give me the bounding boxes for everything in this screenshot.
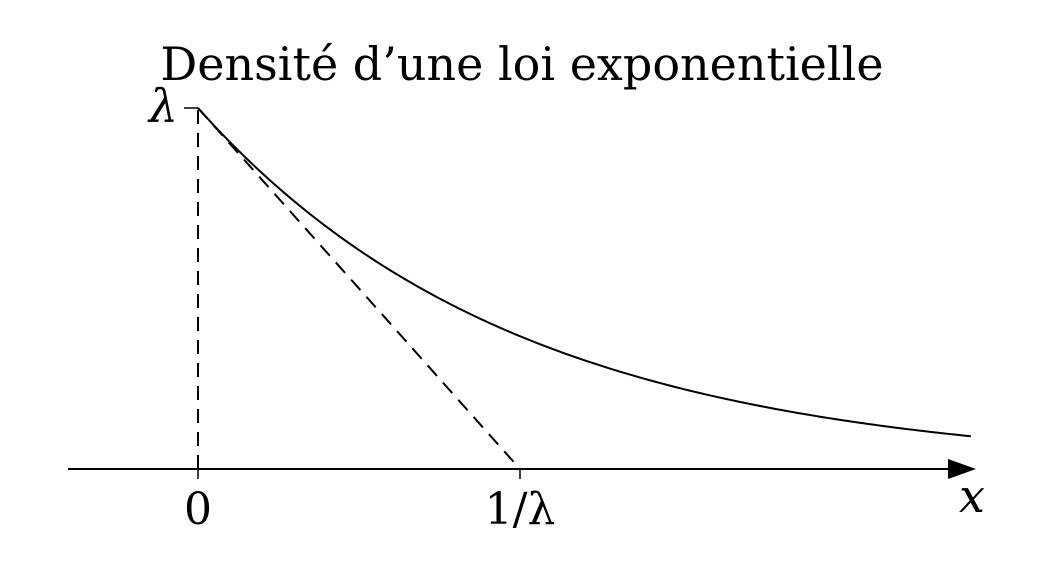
x-axis-label: x	[959, 469, 985, 523]
series-group	[197, 107, 971, 470]
x-tick-label: 1/λ	[485, 484, 556, 535]
chart-title: Densité d’une loi exponentielle	[160, 37, 883, 91]
x-axis-arrowhead	[948, 459, 976, 479]
dashed-guide-line	[197, 107, 521, 470]
tick-marks	[184, 107, 521, 479]
x-tick-label: 0	[184, 484, 212, 535]
density-curve	[197, 107, 971, 438]
tick-labels: 0 1/λ λ	[147, 79, 556, 535]
y-tick-label: λ	[147, 79, 178, 133]
